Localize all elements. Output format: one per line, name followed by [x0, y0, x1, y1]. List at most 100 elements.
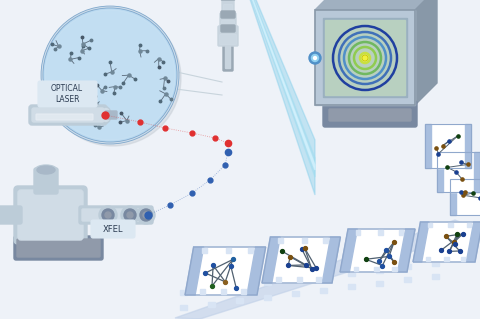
Bar	[376, 280, 383, 286]
Bar	[320, 274, 327, 279]
Ellipse shape	[0, 207, 3, 223]
Bar	[226, 249, 231, 253]
Bar	[426, 257, 430, 261]
Bar	[437, 152, 480, 192]
Bar	[437, 152, 443, 192]
Bar	[325, 20, 405, 95]
Bar	[323, 238, 328, 243]
Bar	[200, 289, 205, 294]
FancyBboxPatch shape	[219, 34, 237, 44]
Polygon shape	[466, 222, 480, 262]
Bar	[348, 271, 355, 276]
Bar	[432, 261, 439, 266]
Circle shape	[127, 212, 133, 218]
Bar	[378, 230, 383, 234]
Circle shape	[312, 55, 319, 62]
Polygon shape	[247, 247, 265, 295]
Bar	[404, 264, 411, 270]
Polygon shape	[185, 247, 265, 295]
Bar	[180, 305, 187, 310]
FancyBboxPatch shape	[14, 236, 103, 260]
Ellipse shape	[102, 108, 110, 122]
Bar	[428, 223, 432, 227]
Polygon shape	[185, 247, 204, 295]
Polygon shape	[415, 0, 437, 105]
Bar	[374, 267, 379, 271]
Polygon shape	[175, 220, 480, 319]
Bar	[425, 124, 471, 168]
Bar	[221, 289, 227, 294]
Bar	[450, 179, 480, 215]
Bar	[392, 267, 396, 271]
Polygon shape	[228, 0, 315, 170]
Bar	[316, 278, 321, 282]
Bar	[248, 249, 253, 253]
FancyBboxPatch shape	[36, 114, 93, 120]
Polygon shape	[315, 0, 437, 10]
Polygon shape	[340, 229, 415, 272]
Bar	[398, 230, 403, 234]
Bar	[208, 287, 215, 292]
FancyBboxPatch shape	[34, 168, 58, 194]
Bar	[302, 238, 307, 243]
Bar	[236, 284, 243, 289]
Polygon shape	[262, 237, 280, 283]
Bar	[425, 124, 432, 168]
FancyBboxPatch shape	[14, 186, 87, 244]
Bar	[264, 294, 271, 300]
Circle shape	[105, 212, 111, 218]
Bar	[376, 268, 383, 273]
FancyBboxPatch shape	[323, 101, 417, 127]
Bar	[404, 277, 411, 282]
Ellipse shape	[101, 107, 111, 123]
FancyBboxPatch shape	[223, 41, 233, 71]
Circle shape	[99, 206, 117, 224]
Bar	[461, 257, 466, 261]
Circle shape	[42, 7, 178, 143]
FancyBboxPatch shape	[17, 239, 100, 257]
Bar	[292, 277, 299, 282]
Bar	[236, 298, 243, 303]
Bar	[292, 291, 299, 296]
FancyBboxPatch shape	[29, 105, 107, 125]
Bar	[465, 124, 471, 168]
Circle shape	[137, 206, 155, 224]
Bar	[450, 179, 456, 215]
FancyBboxPatch shape	[91, 220, 135, 238]
Bar	[348, 284, 355, 289]
FancyBboxPatch shape	[79, 206, 153, 224]
FancyBboxPatch shape	[220, 13, 236, 30]
FancyBboxPatch shape	[221, 25, 235, 32]
FancyBboxPatch shape	[221, 20, 235, 28]
Circle shape	[140, 209, 152, 221]
Bar	[425, 124, 471, 168]
Polygon shape	[228, 0, 315, 177]
Polygon shape	[340, 229, 358, 272]
FancyBboxPatch shape	[218, 26, 238, 46]
FancyBboxPatch shape	[38, 81, 97, 107]
Circle shape	[309, 52, 321, 64]
FancyBboxPatch shape	[329, 109, 411, 121]
Bar	[432, 273, 439, 278]
Polygon shape	[397, 229, 415, 272]
Bar	[323, 18, 407, 97]
Polygon shape	[413, 222, 429, 262]
Polygon shape	[413, 222, 480, 262]
Ellipse shape	[35, 165, 57, 175]
Circle shape	[143, 212, 149, 218]
Bar	[297, 278, 302, 282]
Bar	[208, 301, 215, 307]
FancyBboxPatch shape	[221, 11, 235, 18]
FancyBboxPatch shape	[224, 4, 232, 16]
FancyBboxPatch shape	[82, 209, 150, 221]
Polygon shape	[322, 237, 340, 283]
Polygon shape	[228, 0, 315, 195]
Bar	[315, 10, 415, 105]
Bar	[450, 179, 480, 215]
Bar	[320, 287, 327, 293]
Bar	[437, 152, 480, 192]
Bar	[448, 223, 453, 227]
FancyBboxPatch shape	[226, 43, 230, 69]
Text: OPTICAL
LASER: OPTICAL LASER	[51, 84, 83, 104]
FancyBboxPatch shape	[18, 190, 83, 240]
